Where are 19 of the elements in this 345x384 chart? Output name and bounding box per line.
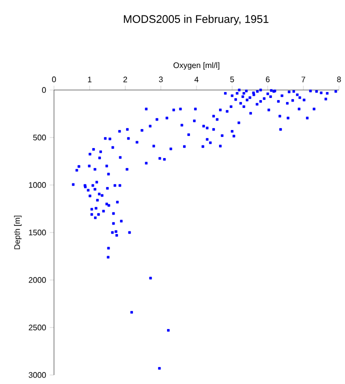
x-tick-label: 7 (302, 76, 306, 82)
x-tick-label: 3 (158, 76, 163, 82)
y-tick-label: 0 (42, 87, 46, 93)
y-tick-label: 1500 (29, 230, 46, 236)
x-tick-label: 8 (337, 76, 341, 82)
x-tick-label: 0 (52, 76, 56, 82)
y-axis-title: Depth [m] (14, 216, 22, 250)
x-tick-label: 5 (230, 76, 234, 82)
x-axis-title: Oxygen [ml/l] (174, 62, 220, 70)
x-tick-label: 6 (266, 76, 270, 82)
y-tick-label: 3000 (28, 372, 46, 378)
x-tick-label: 2 (123, 76, 128, 82)
y-tick-label: 1000 (29, 182, 46, 188)
y-tick-label: 2500 (28, 324, 46, 330)
chart-title: MODS2005 in February, 1951 (124, 14, 268, 26)
x-tick-label: 4 (194, 76, 198, 82)
x-tick-label: 1 (88, 76, 92, 82)
y-tick-label: 500 (33, 134, 46, 140)
y-tick-label: 2000 (28, 277, 46, 283)
